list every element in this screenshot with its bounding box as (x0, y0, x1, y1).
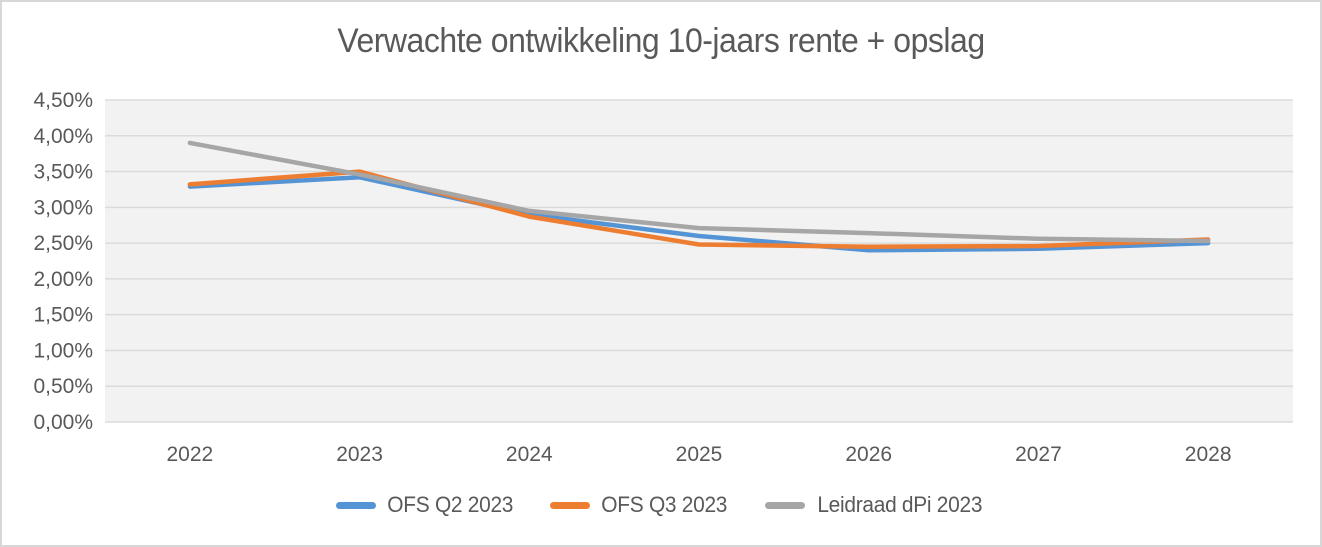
x-tick-label: 2024 (506, 443, 553, 466)
y-tick-label: 0,00% (33, 411, 93, 434)
y-tick-label: 3,00% (33, 196, 93, 219)
y-tick-label: 1,50% (33, 304, 93, 327)
legend-item-leidraad-dpi-2023: Leidraad dPi 2023 (764, 492, 987, 518)
y-tick-label: 2,00% (33, 268, 93, 291)
legend-item-ofs-q2-2023: OFS Q2 2023 (335, 492, 516, 518)
x-tick-label: 2026 (845, 443, 892, 466)
y-tick-label: 0,50% (33, 375, 93, 398)
series-line-leidraad-dpi-2023 (187, 140, 1211, 244)
y-tick-label: 2,50% (33, 232, 93, 255)
legend-marker-line-icon (335, 501, 376, 509)
x-tick-label: 2025 (676, 443, 723, 466)
y-tick-label: 4,00% (33, 125, 93, 148)
chart-title: Verwachte ontwikkeling 10-jaars rente + … (337, 22, 985, 60)
series-line-ofs-q3-2023 (187, 169, 1211, 249)
x-tick-label: 2028 (1185, 443, 1232, 466)
legend-marker-line-icon (550, 501, 591, 509)
legend-label: Leidraad dPi 2023 (817, 492, 982, 517)
y-tick-label: 1,00% (33, 339, 93, 362)
y-tick-label: 4,50% (33, 89, 93, 112)
y-tick-label: 3,50% (33, 161, 93, 184)
plot-area (105, 100, 1293, 422)
legend-label: OFS Q3 2023 (601, 492, 728, 517)
legend-item-ofs-q3-2023: OFS Q3 2023 (550, 492, 730, 518)
x-tick-label: 2027 (1015, 443, 1062, 466)
x-tick-label: 2023 (336, 443, 383, 466)
legend: OFS Q2 2023 OFS Q3 2023 Leidraad dPi 202… (2, 492, 1320, 518)
legend-marker-line-icon (764, 501, 805, 509)
series-line-ofs-q2-2023 (187, 175, 1211, 253)
x-tick-label: 2022 (166, 443, 213, 466)
legend-label: OFS Q2 2023 (387, 492, 513, 517)
